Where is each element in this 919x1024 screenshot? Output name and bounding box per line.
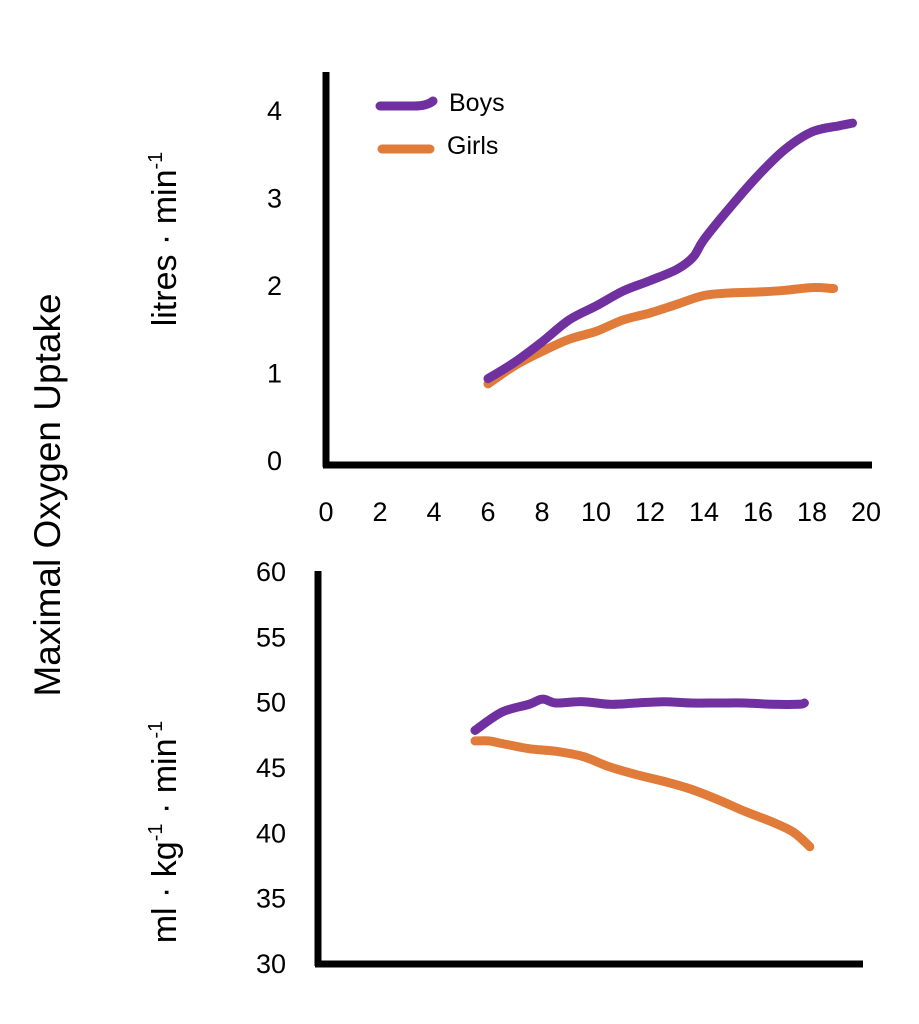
bottom-y-axis-label-sup: -1 <box>145 824 167 842</box>
bottom-y-axis-label-tail-sup: -1 <box>145 721 167 739</box>
top-y-tick-label: 2 <box>267 271 282 301</box>
bottom-y-tick-label: 55 <box>256 622 286 652</box>
top-y-tick-label: 0 <box>267 446 282 476</box>
bottom-series-boys-line <box>470 694 809 735</box>
bottom-y-tick-label: 30 <box>256 949 286 979</box>
top-x-tick-label: 4 <box>426 497 441 527</box>
bottom-y-axis-label: ml · kg-1 · min-1 <box>145 721 184 944</box>
bottom-y-axis-label-main: ml · kg <box>146 841 184 943</box>
top-y-tick-label: 3 <box>267 184 282 214</box>
legend-boys-swatch <box>375 96 438 111</box>
top-x-tick-label: 16 <box>743 497 773 527</box>
bottom-series-girls-line <box>470 736 815 852</box>
top-y-axis-label-sup: -1 <box>145 152 167 170</box>
top-y-ticks: 0 1 2 3 4 <box>267 96 282 476</box>
top-y-axis-label-main: litres · min <box>146 170 184 327</box>
bottom-y-tick-label: 35 <box>256 884 286 914</box>
bottom-y-tick-label: 45 <box>256 753 286 783</box>
top-series-boys-line <box>483 118 857 384</box>
top-y-tick-label: 4 <box>267 96 282 126</box>
top-y-axis-label: litres · min-1 <box>145 152 184 327</box>
top-x-tick-label: 0 <box>318 497 333 527</box>
bottom-y-axis-label-tail: · min <box>146 739 184 824</box>
bottom-series <box>470 694 815 852</box>
top-series-girls-line <box>483 283 839 389</box>
top-x-tick-label: 6 <box>480 497 495 527</box>
top-x-tick-label: 18 <box>797 497 827 527</box>
top-x-tick-label: 10 <box>581 497 611 527</box>
bottom-y-ticks: 30 35 40 45 50 55 60 <box>256 557 286 979</box>
top-x-tick-label: 8 <box>534 497 549 527</box>
legend-girls-label: Girls <box>447 132 498 160</box>
bottom-y-tick-label: 40 <box>256 818 286 848</box>
bottom-y-tick-label: 60 <box>256 557 286 587</box>
top-y-tick-label: 1 <box>267 359 282 389</box>
top-x-ticks: 0 2 4 6 8 10 12 14 16 18 20 <box>318 497 881 527</box>
top-x-tick-label: 14 <box>689 497 719 527</box>
legend: Boys Girls <box>375 89 505 160</box>
figure-title: Maximal Oxygen Uptake <box>27 293 68 696</box>
top-x-tick-label: 2 <box>372 497 387 527</box>
top-x-tick-label: 12 <box>635 497 665 527</box>
legend-boys-label: Boys <box>449 89 505 117</box>
top-series <box>483 118 857 389</box>
top-x-tick-label: 20 <box>851 497 881 527</box>
bottom-y-tick-label: 50 <box>256 688 286 718</box>
